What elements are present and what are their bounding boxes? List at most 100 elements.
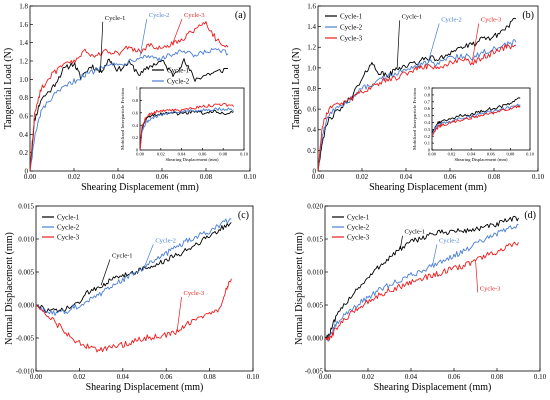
y-axis-label: Tangential Load (N)	[3, 48, 14, 130]
x-tick-label: 0.08	[200, 173, 213, 181]
legend-label-cycle-1: Cycle-1	[347, 214, 370, 222]
legend-label-cycle-1: Cycle-1	[57, 214, 80, 222]
x-tick-label: 0.04	[112, 173, 125, 181]
inset-x-tick-label: 0.10	[240, 152, 249, 157]
annotation-leader	[172, 18, 183, 43]
inset-x-tick-label: 0.02	[157, 152, 165, 157]
inset-x-tick-label: 0.08	[219, 152, 228, 157]
inset-series-line-cycle-3	[139, 102, 234, 151]
series-line-cycle-3	[317, 44, 517, 172]
annotation-leader	[432, 244, 438, 266]
inset-x-tick-label: 0.10	[526, 152, 535, 157]
y-tick-label: 0.005	[18, 268, 34, 276]
annotation-cycle-1: Cycle-1	[402, 13, 423, 20]
y-tick-label: 1.4	[19, 39, 28, 47]
x-tick-label: 0.00	[24, 173, 37, 181]
x-axis-label: Shearing Displacement (mm)	[374, 382, 492, 393]
y-tick-label: 0.015	[307, 235, 323, 243]
x-tick-label: 0.10	[247, 373, 260, 381]
y-axis-label: Normal Displacement (mm)	[4, 232, 15, 345]
x-tick-label: 0.06	[444, 173, 457, 181]
inset-y-tick-label: 0.3	[424, 127, 430, 132]
y-tick-label: 0.020	[307, 202, 323, 210]
y-tick-label: 0	[313, 167, 317, 175]
inset-x-tick-label: 0.04	[178, 152, 187, 157]
inset-y-tick-label: 0	[428, 148, 431, 153]
y-tick-label: 1.6	[307, 2, 316, 10]
x-tick-label: 0.00	[319, 373, 332, 381]
x-tick-label: 0.06	[156, 173, 169, 181]
x-tick-label: 0.00	[30, 373, 43, 381]
x-tick-label: 0.04	[405, 373, 418, 381]
series-line-cycle-3	[324, 241, 519, 341]
y-tick-label: 0.000	[18, 301, 34, 309]
annotation-cycle-3: Cycle-3	[481, 16, 502, 23]
panel--a-: 0.00 0.02 0.04 0.06 0.08 0.10 0 0.2 0.4 0.6 0.8 1.0…	[3, 2, 257, 193]
inset-y-tick-label: 0.8	[424, 92, 430, 97]
panel--c-: 0.00 0.02 0.04 0.06 0.08 0.10 -0.010 -0.005 0.00…	[4, 202, 260, 393]
series-line-cycle-1	[324, 215, 519, 340]
y-axis-label: Tangential Load (N)	[291, 48, 302, 130]
inset-x-axis-label: Shearing Displacement (mm)	[455, 157, 508, 162]
annotation-leader	[396, 20, 400, 68]
x-tick-label: 0.02	[73, 373, 86, 381]
y-tick-label: -0.005	[16, 334, 35, 342]
annotation-leader	[176, 297, 182, 332]
annotation-cycle-2: Cycle-2	[439, 237, 460, 244]
y-tick-label: 1.4	[307, 23, 316, 31]
inset-chart: 0.00 0.02 0.04 0.06 0.08 0.10 0 0.1 0.2 0.3 0.4 0.5…	[412, 86, 535, 162]
panel--d-: 0.00 0.02 0.04 0.06 0.08 0.10 -0.005 0.000 0.005…	[294, 202, 547, 393]
x-tick-label: 0.08	[488, 173, 501, 181]
inset-x-tick-label: 0.06	[198, 152, 207, 157]
inset-y-axis-label: Mobilized Interparticle Friction	[412, 87, 417, 150]
y-axis-label: Normal Displacement (mm)	[294, 232, 305, 345]
series-line-cycle-3	[29, 21, 229, 172]
inset-y-tick-label: 0	[136, 148, 139, 153]
y-tick-label: 0.6	[307, 106, 316, 114]
legend-label-cycle-1: Cycle-1	[167, 67, 190, 75]
x-tick-label: 0.10	[534, 373, 547, 381]
y-tick-label: 1.6	[19, 21, 28, 29]
annotation-cycle-2: Cycle-2	[149, 12, 170, 19]
x-tick-label: 0.06	[160, 373, 173, 381]
inset-y-tick-label: 0.5	[424, 113, 430, 118]
annotation-leader	[399, 235, 403, 249]
inset-y-tick-label: 0.7	[424, 99, 430, 104]
y-tick-label: 0.2	[307, 147, 316, 155]
series-line-cycle-1	[317, 17, 517, 172]
annotation-cycle-3: Cycle-3	[184, 12, 205, 19]
annotation-cycle-1: Cycle-1	[112, 252, 133, 259]
annotation-leader	[100, 259, 111, 286]
legend-label-cycle-2: Cycle-2	[57, 224, 80, 232]
inset-y-tick-label: 0.2	[424, 134, 430, 139]
annotation-leader	[427, 23, 440, 63]
inset-x-tick-label: 0.00	[136, 152, 145, 157]
series-line-cycle-2	[317, 39, 517, 172]
legend-label-cycle-3: Cycle-3	[57, 234, 80, 242]
inset-y-tick-label: 1	[136, 86, 138, 91]
inset-y-tick-label: 0.6	[132, 110, 138, 115]
annotation-leader	[139, 18, 148, 57]
series-line-cycle-2	[29, 48, 229, 172]
x-tick-label: 0.06	[448, 373, 461, 381]
inset-y-tick-label: 0.1	[424, 141, 430, 146]
inset-y-tick-label: 0.9	[424, 86, 430, 91]
series-line-cycle-1	[29, 58, 229, 172]
annotation-leader	[144, 244, 154, 267]
panel-label: (a)	[235, 10, 246, 21]
x-tick-label: 0.02	[362, 373, 375, 381]
legend-label-cycle-2: Cycle-2	[347, 224, 370, 232]
inset-y-tick-label: 0.4	[132, 123, 138, 128]
legend-label-cycle-2: Cycle-2	[340, 24, 363, 32]
x-tick-label: 0.10	[244, 173, 257, 181]
series-line-cycle-2	[324, 224, 519, 342]
x-tick-label: 0.04	[117, 373, 130, 381]
inset-y-tick-label: 0.6	[424, 106, 430, 111]
legend-label-cycle-1: Cycle-1	[340, 13, 363, 21]
x-tick-label: 0.00	[312, 173, 325, 181]
x-tick-label: 0.10	[532, 173, 545, 181]
x-tick-label: 0.08	[203, 373, 216, 381]
annotation-cycle-2: Cycle-2	[155, 237, 176, 244]
inset-y-tick-label: 0.4	[424, 120, 430, 125]
y-tick-label: 0.8	[19, 94, 28, 102]
